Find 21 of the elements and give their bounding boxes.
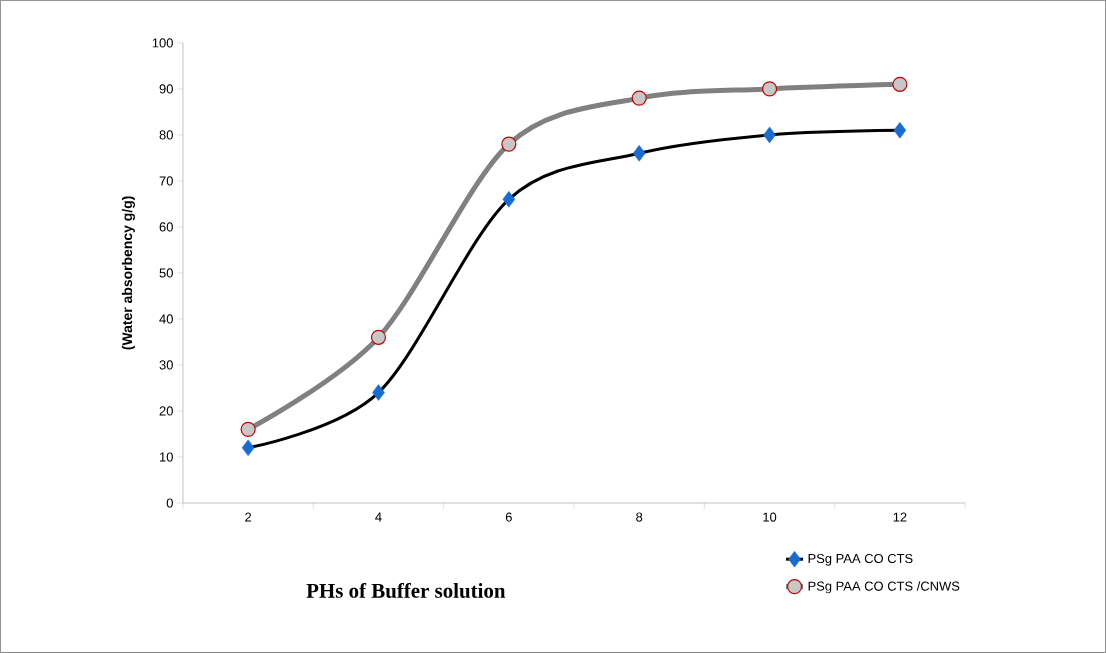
x-axis-title: PHs of Buffer solution [306, 582, 506, 598]
y-tick-label: 90 [159, 84, 173, 94]
y-tick-label: 30 [159, 360, 173, 370]
x-tick-label: 8 [636, 512, 643, 522]
x-tick-label: 2 [245, 512, 252, 522]
y-axis-title: (Water absorbency g/g) [121, 196, 135, 350]
legend-label: PSg PAA CO CTS /CNWS [808, 581, 960, 594]
y-tick-label: 10 [159, 452, 173, 462]
y-tick-label: 0 [166, 498, 173, 508]
y-tick-label: 60 [159, 222, 173, 232]
y-tick-label: 50 [159, 268, 173, 278]
x-tick-label: 4 [375, 512, 382, 522]
y-tick-label: 40 [159, 314, 173, 324]
y-tick-label: 20 [159, 406, 173, 416]
y-tick-label: 70 [159, 176, 173, 186]
x-tick-label: 12 [893, 512, 907, 522]
y-tick-label: 80 [159, 130, 173, 140]
x-tick-label: 10 [763, 512, 777, 522]
x-tick-label: 6 [505, 512, 512, 522]
y-tick-label: 100 [152, 38, 173, 48]
legend-label: PSg PAA CO CTS [808, 553, 913, 566]
